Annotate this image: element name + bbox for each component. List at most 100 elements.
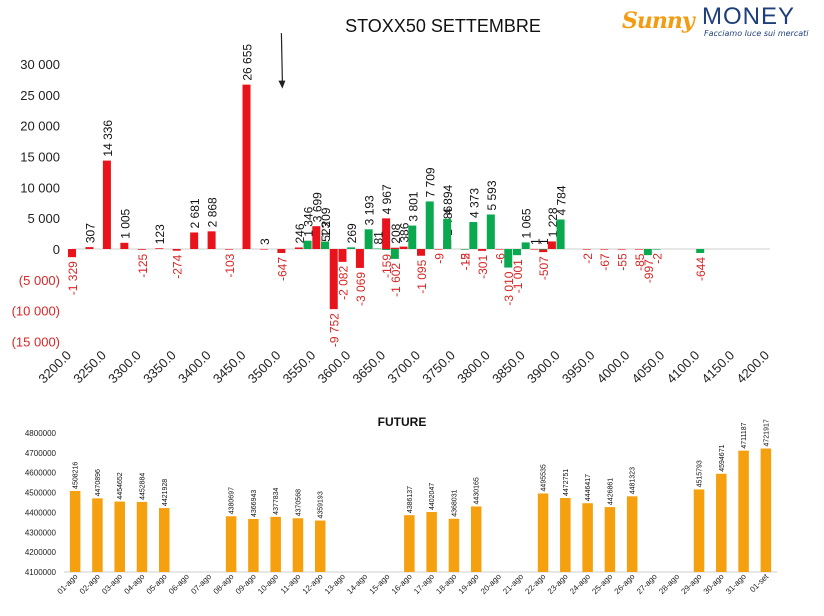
future-bar	[582, 503, 593, 572]
future-x-tick-label: 05-ago	[145, 572, 169, 596]
future-bar	[270, 516, 281, 572]
call-bar	[635, 249, 644, 250]
data-label: 4 894	[441, 184, 455, 214]
future-value-label: 4366943	[251, 490, 258, 517]
logo: Sunny MONEY Facciamo luce sui mercati	[620, 2, 820, 42]
call-bar	[242, 84, 251, 249]
future-bar	[159, 508, 170, 572]
future-bar	[738, 450, 749, 572]
data-label: 246	[293, 223, 307, 243]
data-label: -3 069	[354, 272, 368, 306]
x-tick-label: 3250.0	[70, 348, 109, 387]
x-tick-label: 3200.0	[35, 348, 74, 387]
y-tick-label: 0	[53, 242, 60, 257]
x-tick-label: 3500.0	[245, 348, 284, 387]
x-tick-label: 4150.0	[698, 348, 737, 387]
future-x-tick-label: 14-ago	[345, 572, 369, 596]
call-bar	[539, 249, 548, 253]
call-bar	[547, 241, 556, 249]
future-y-tick-label: 4100000	[25, 568, 57, 577]
call-bar	[294, 247, 303, 249]
x-tick-label: 3300.0	[105, 348, 144, 387]
data-label: -274	[171, 254, 185, 278]
x-tick-label: 3550.0	[280, 348, 319, 387]
data-label: 269	[345, 223, 359, 243]
data-label: 3	[258, 238, 272, 245]
future-value-label: 4386137	[407, 486, 414, 513]
y-tick-label: (10 000)	[12, 304, 60, 319]
call-bar	[399, 246, 408, 249]
future-y-tick-label: 4300000	[25, 528, 57, 537]
data-label: 4 373	[467, 188, 481, 218]
future-bar	[760, 448, 772, 572]
arrow-head	[278, 80, 286, 89]
data-label: -9 752	[328, 313, 342, 347]
y-tick-label: 15 000	[20, 149, 60, 164]
y-tick-label: 5 000	[27, 211, 60, 226]
future-x-tick-label: 11-ago	[279, 572, 303, 596]
data-label: 307	[83, 223, 97, 243]
call-bar	[68, 249, 76, 258]
put-bar	[521, 242, 530, 249]
put-bar	[364, 229, 373, 249]
data-label: -507	[537, 256, 551, 280]
logo-tagline: Facciamo luce sui mercati	[704, 29, 809, 38]
put-bar	[321, 241, 330, 249]
x-tick-label: 4050.0	[629, 348, 668, 387]
logo-money-text: MONEY	[702, 3, 796, 30]
call-bar	[495, 249, 504, 250]
future-value-label: 4377834	[273, 487, 280, 514]
future-x-tick-label: 22-ago	[523, 572, 547, 596]
future-bar	[114, 501, 125, 572]
put-bar	[382, 249, 391, 250]
data-label: -6	[494, 253, 508, 264]
call-bar	[207, 231, 216, 249]
x-tick-label: 3800.0	[454, 348, 493, 387]
put-bar	[425, 201, 434, 249]
data-label: 7 709	[424, 167, 438, 197]
x-tick-label: 4100.0	[664, 348, 703, 387]
x-tick-label: 3600.0	[315, 348, 354, 387]
data-label: 3 801	[406, 191, 420, 221]
future-y-tick-label: 4700000	[25, 449, 57, 458]
put-bar	[504, 249, 513, 268]
future-value-label: 4515793	[697, 460, 704, 487]
x-tick-label: 3400.0	[175, 348, 214, 387]
put-bar	[556, 219, 565, 249]
call-bar	[617, 249, 626, 250]
put-bar	[486, 214, 495, 249]
data-label: -67	[598, 253, 612, 271]
future-value-label: 4454652	[117, 472, 124, 499]
data-label: -55	[616, 253, 630, 271]
future-x-tick-label: 01-ago	[56, 572, 80, 596]
put-bar	[390, 249, 399, 259]
future-x-tick-label: 19-ago	[457, 572, 481, 596]
future-value-label: 4452884	[139, 473, 146, 500]
future-bar	[560, 497, 571, 572]
call-bar	[582, 249, 591, 250]
y-tick-label: (15 000)	[12, 335, 60, 350]
future-value-label: 4472751	[563, 469, 570, 496]
x-tick-label: 3950.0	[559, 348, 598, 387]
future-x-tick-label: 24-ago	[568, 572, 592, 596]
data-label: -3 010	[502, 271, 516, 305]
call-bar	[329, 249, 338, 310]
data-label: -644	[694, 257, 708, 281]
x-tick-label: 3450.0	[210, 348, 249, 387]
logo-sunny-text: Sunny	[622, 8, 695, 34]
call-bar	[434, 249, 443, 250]
data-label: 2 868	[206, 197, 220, 227]
call-bar	[155, 248, 164, 249]
future-x-tick-label: 03-ago	[100, 572, 124, 596]
put-bar	[512, 249, 521, 256]
data-label: 4 967	[380, 184, 394, 214]
future-x-tick-label: 04-ago	[122, 572, 146, 596]
future-value-label: 4370568	[295, 489, 302, 516]
call-bar	[312, 226, 321, 249]
data-label: 386	[398, 222, 412, 242]
future-x-tick-label: 29-ago	[679, 572, 703, 596]
future-x-tick-label: 18-ago	[434, 572, 458, 596]
future-value-label: 4470896	[95, 469, 102, 496]
future-bar	[626, 496, 638, 572]
